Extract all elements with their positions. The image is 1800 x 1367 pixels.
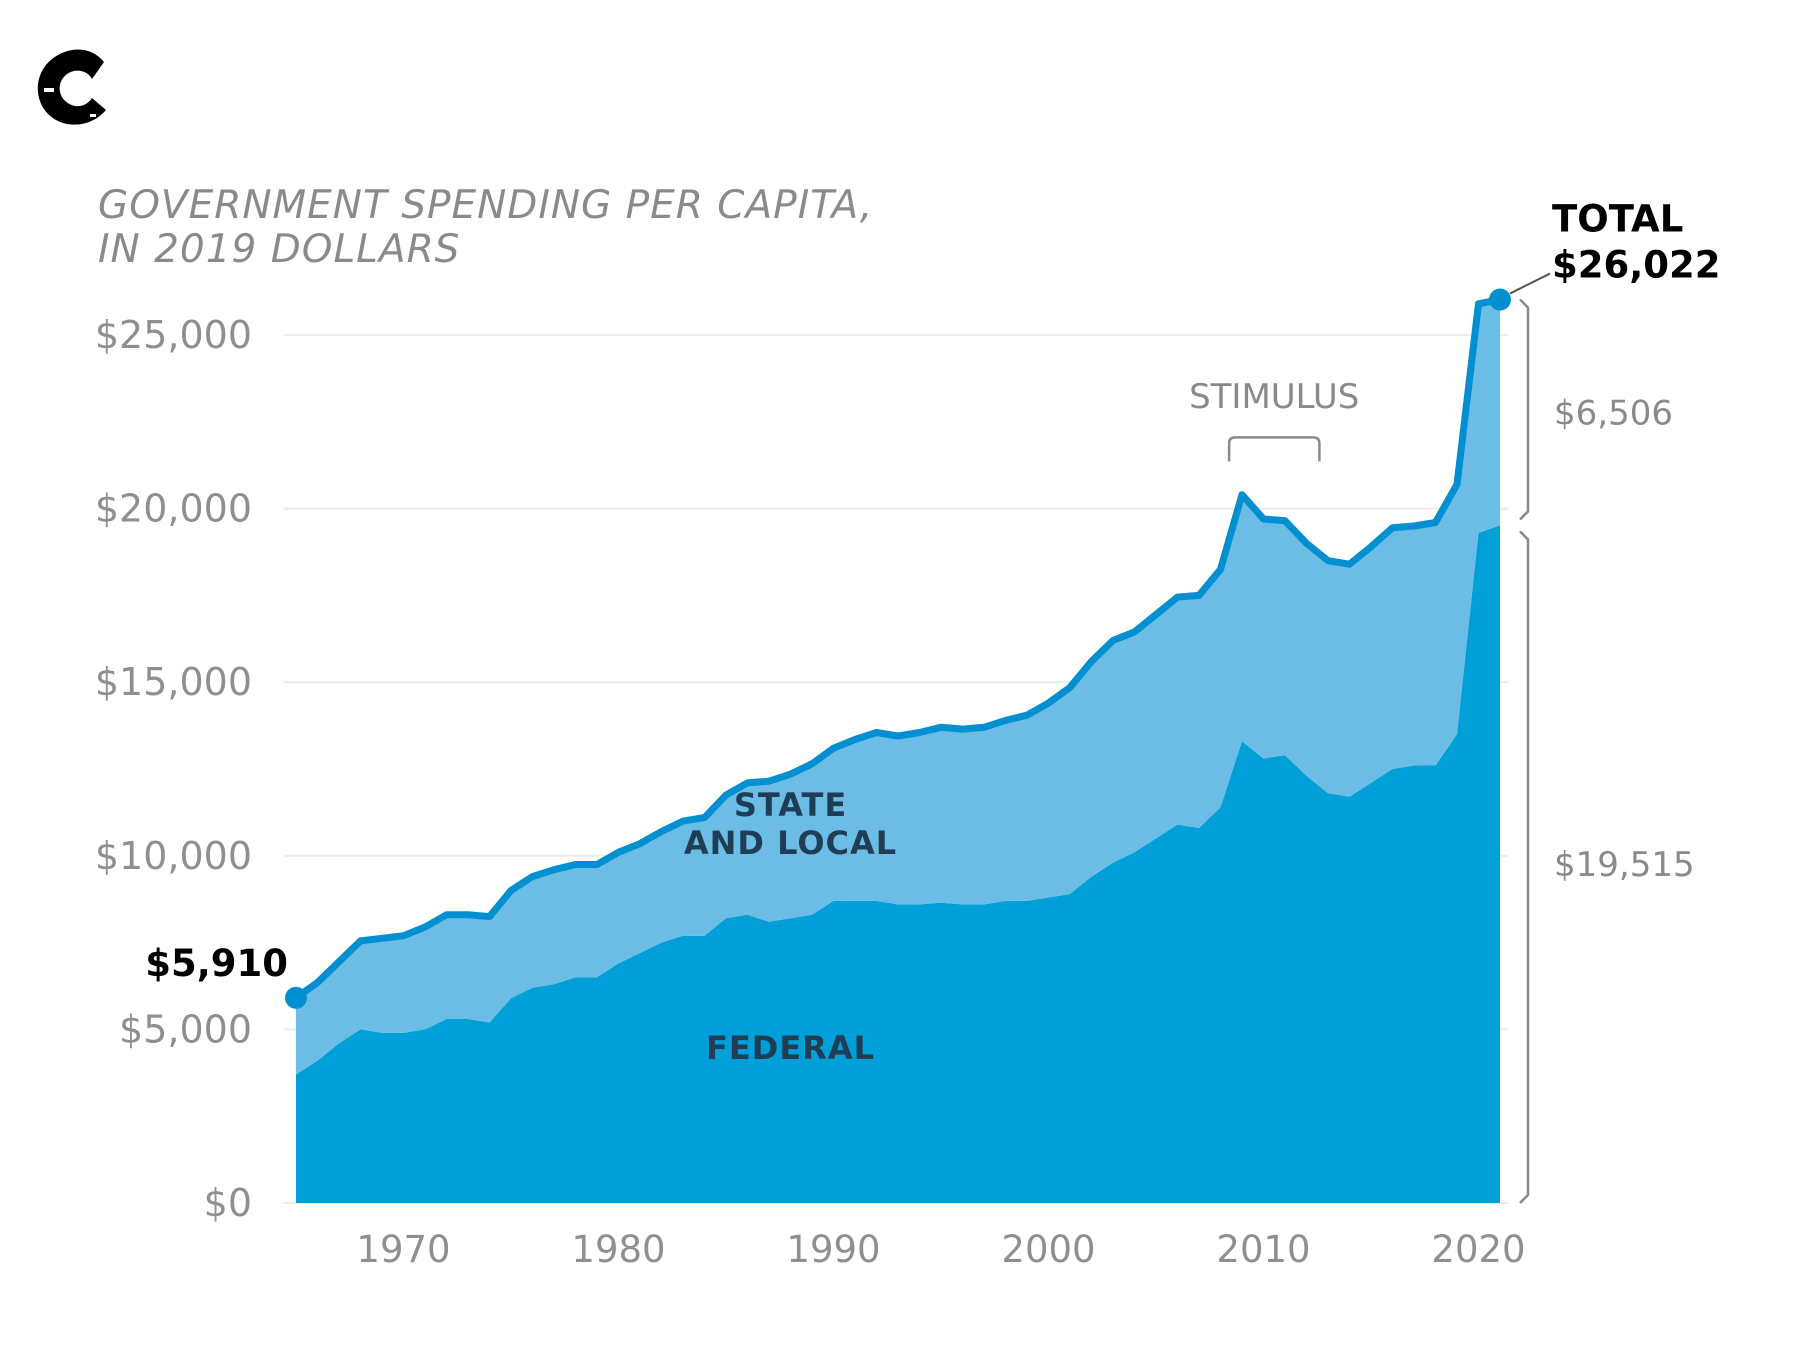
stimulus-bracket (1227, 436, 1321, 462)
x-tick-label: 1980 (571, 1228, 665, 1271)
chart-title-line-1: GOVERNMENT SPENDING PER CAPITA, (98, 183, 873, 228)
federal-bracket (1519, 530, 1530, 1204)
series-label-and-local: AND LOCAL (684, 824, 897, 862)
federal-area (296, 525, 1500, 1203)
y-axis-ticks: $0 $5,000 $10,000 $15,000 $20,000 $25,000 (95, 313, 252, 1225)
series-label-state: STATE (734, 786, 847, 824)
x-tick-label: 2010 (1216, 1228, 1310, 1271)
total-line (293, 296, 1501, 1001)
x-tick-label: 2000 (1001, 1228, 1095, 1271)
end-leader-line (1509, 272, 1551, 295)
state-local-bracket (1519, 298, 1530, 521)
series-label-federal: FEDERAL (706, 1029, 875, 1067)
stimulus-label: STIMULUS (1189, 377, 1359, 417)
end-point-marker (1489, 288, 1511, 311)
x-axis-ticks: 1970 1980 1990 2000 2010 2020 (356, 1228, 1525, 1271)
y-tick-label: $25,000 (95, 313, 252, 357)
y-tick-label: $15,000 (95, 660, 252, 704)
start-point-marker (285, 986, 307, 1009)
y-tick-label: $10,000 (95, 834, 252, 878)
logo-letter: C (0, 0, 1, 1)
y-tick-label: $0 (204, 1181, 252, 1225)
total-label: TOTAL (1552, 198, 1683, 241)
start-value-label: $5,910 (145, 942, 288, 985)
x-tick-label: 1970 (356, 1228, 450, 1271)
total-value-label: $26,022 (1552, 244, 1721, 287)
chart-title-line-2: IN 2019 DOLLARS (98, 227, 460, 272)
x-tick-label: 1990 (786, 1228, 880, 1271)
state-local-bracket-label: $6,506 (1554, 393, 1673, 433)
y-tick-label: $5,000 (119, 1007, 252, 1051)
x-tick-label: 2020 (1431, 1228, 1525, 1271)
logo-icon (37, 49, 106, 125)
state-local-area (296, 299, 1500, 1075)
federal-bracket-label: $19,515 (1554, 845, 1695, 885)
y-tick-label: $20,000 (95, 487, 252, 531)
